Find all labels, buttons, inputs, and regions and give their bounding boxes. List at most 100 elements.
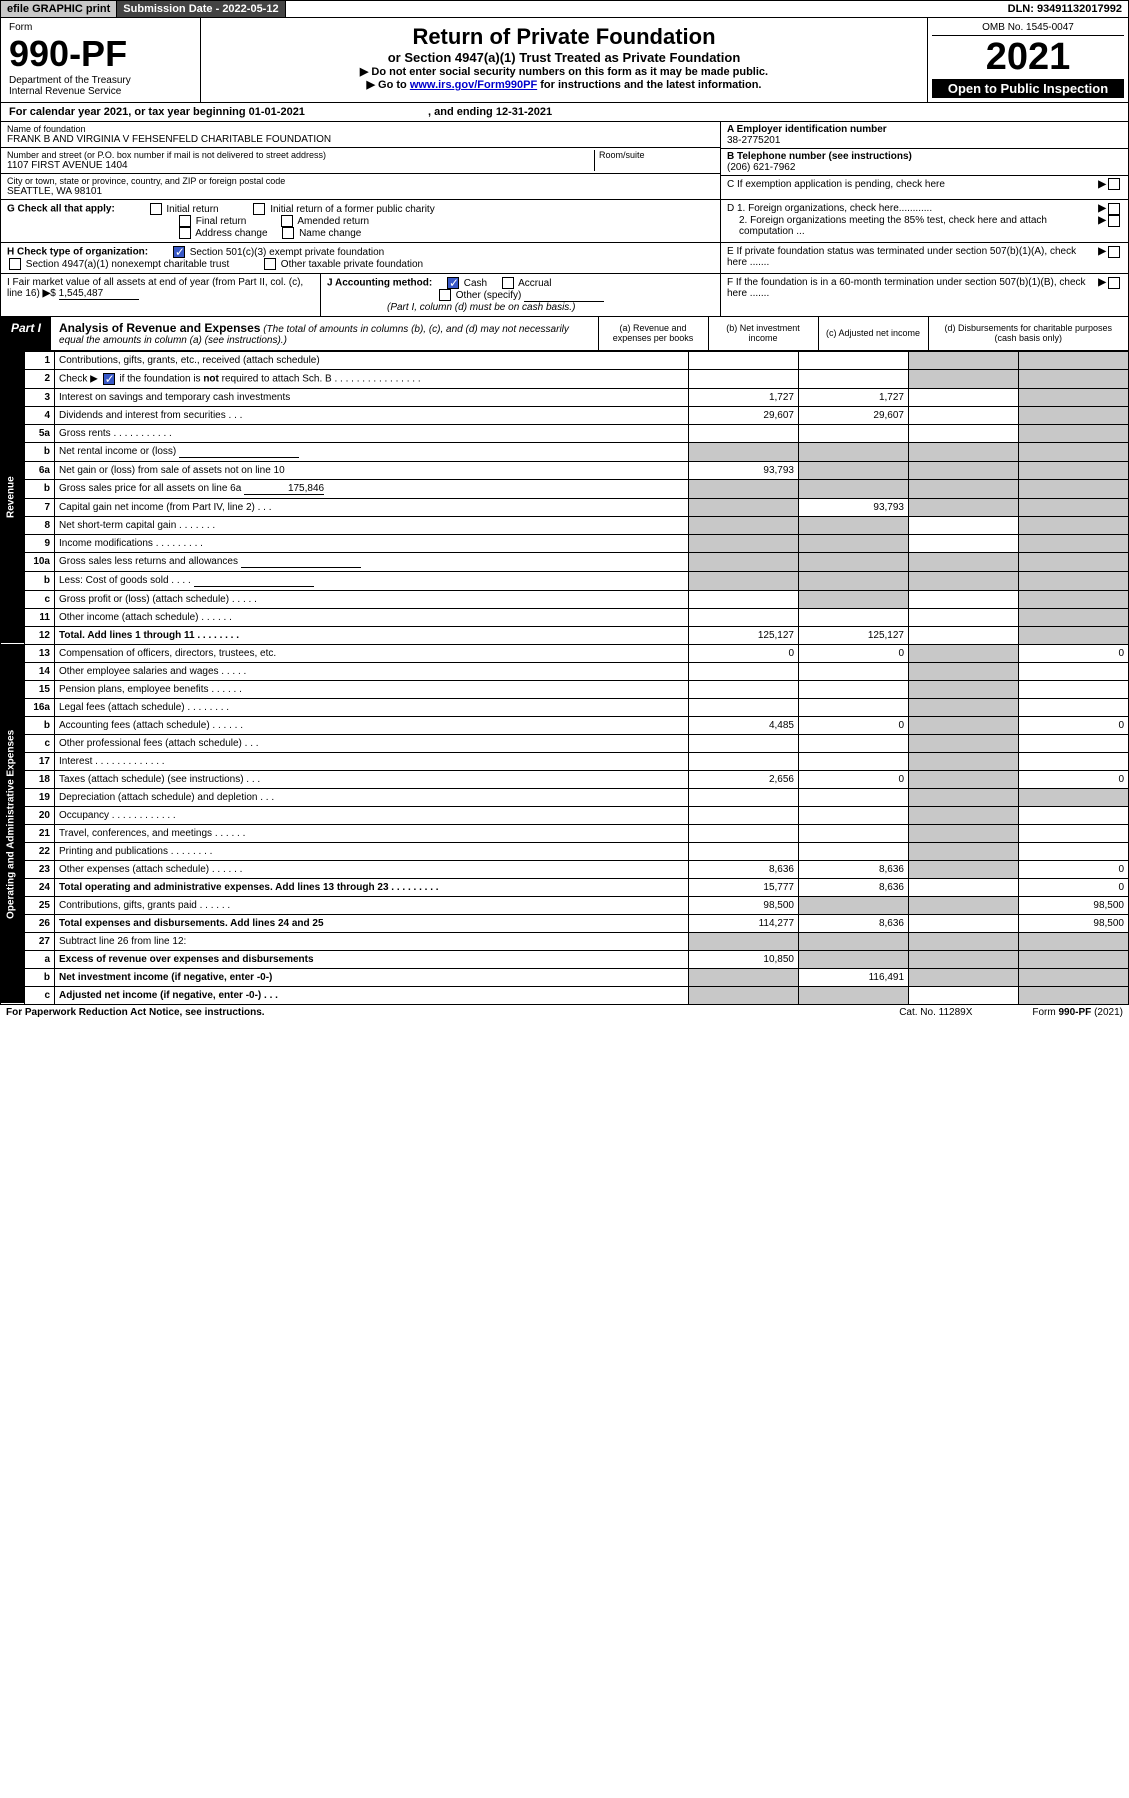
cell-shaded bbox=[689, 968, 799, 986]
cell-amount bbox=[689, 806, 799, 824]
cell-amount bbox=[689, 680, 799, 698]
cell-shaded bbox=[799, 896, 909, 914]
col-a-header: (a) Revenue and expenses per books bbox=[598, 317, 708, 350]
cell-amount bbox=[799, 824, 909, 842]
line-description: Total operating and administrative expen… bbox=[55, 878, 689, 896]
cell-amount: 0 bbox=[1019, 716, 1129, 734]
h-4947-checkbox[interactable] bbox=[9, 258, 21, 270]
line-description: Interest on savings and temporary cash i… bbox=[55, 388, 689, 406]
line-description: Printing and publications . . . . . . . … bbox=[55, 842, 689, 860]
cell-shaded bbox=[689, 516, 799, 534]
g-initial-public-checkbox[interactable] bbox=[253, 203, 265, 215]
line-number: 10a bbox=[25, 552, 55, 571]
cell-amount bbox=[1019, 734, 1129, 752]
line-description: Other income (attach schedule) . . . . .… bbox=[55, 608, 689, 626]
cell-amount bbox=[909, 406, 1019, 424]
cell-amount bbox=[909, 608, 1019, 626]
form-subtitle: or Section 4947(a)(1) Trust Treated as P… bbox=[207, 50, 921, 65]
line-description: Income modifications . . . . . . . . . bbox=[55, 534, 689, 552]
line-number: b bbox=[25, 442, 55, 461]
g-name-change-checkbox[interactable] bbox=[282, 227, 294, 239]
cell-shaded bbox=[909, 716, 1019, 734]
line-description: Accounting fees (attach schedule) . . . … bbox=[55, 716, 689, 734]
h-other-taxable-checkbox[interactable] bbox=[264, 258, 276, 270]
submission-date: Submission Date - 2022-05-12 bbox=[117, 1, 285, 17]
cell-amount: 98,500 bbox=[1019, 896, 1129, 914]
d2-checkbox[interactable] bbox=[1108, 215, 1120, 227]
g-final-return-checkbox[interactable] bbox=[179, 215, 191, 227]
line-description: Legal fees (attach schedule) . . . . . .… bbox=[55, 698, 689, 716]
g-address-change-checkbox[interactable] bbox=[179, 227, 191, 239]
cell-shaded bbox=[799, 534, 909, 552]
cell-shaded bbox=[909, 369, 1019, 388]
efile-label[interactable]: efile GRAPHIC print bbox=[1, 1, 117, 17]
form-number: 990-PF bbox=[9, 33, 192, 75]
d2-label: 2. Foreign organizations meeting the 85%… bbox=[727, 215, 1098, 237]
line-number: 5a bbox=[25, 424, 55, 442]
line-number: 2 bbox=[25, 369, 55, 388]
instr-1: ▶ Do not enter social security numbers o… bbox=[207, 65, 921, 78]
arrow-icon: ▶ bbox=[1098, 179, 1106, 190]
cell-amount bbox=[799, 806, 909, 824]
j-accrual-checkbox[interactable] bbox=[502, 277, 514, 289]
cell-shaded bbox=[909, 752, 1019, 770]
line-number: 12 bbox=[25, 626, 55, 644]
g-amended-checkbox[interactable] bbox=[281, 215, 293, 227]
cell-amount bbox=[799, 424, 909, 442]
cell-amount: 4,485 bbox=[689, 716, 799, 734]
line-description: Total. Add lines 1 through 11 . . . . . … bbox=[55, 626, 689, 644]
line-description: Contributions, gifts, grants, etc., rece… bbox=[55, 351, 689, 369]
cell-shaded bbox=[909, 950, 1019, 968]
footer-mid: Cat. No. 11289X bbox=[899, 1007, 972, 1018]
sch-b-checkbox[interactable] bbox=[103, 373, 115, 385]
line-description: Travel, conferences, and meetings . . . … bbox=[55, 824, 689, 842]
cell-amount bbox=[909, 424, 1019, 442]
h-501c3-checkbox[interactable] bbox=[173, 246, 185, 258]
cell-amount bbox=[689, 369, 799, 388]
line-number: 8 bbox=[25, 516, 55, 534]
cell-shaded bbox=[689, 986, 799, 1004]
line-number: 23 bbox=[25, 860, 55, 878]
j-other-checkbox[interactable] bbox=[439, 289, 451, 301]
exemption-pending-label: C If exemption application is pending, c… bbox=[727, 179, 1098, 190]
line-description: Depreciation (attach schedule) and deple… bbox=[55, 788, 689, 806]
cell-amount: 1,727 bbox=[689, 388, 799, 406]
e-checkbox[interactable] bbox=[1108, 246, 1120, 258]
cell-shaded bbox=[799, 932, 909, 950]
line-description: Gross profit or (loss) (attach schedule)… bbox=[55, 590, 689, 608]
cell-shaded bbox=[909, 824, 1019, 842]
cell-amount bbox=[1019, 752, 1129, 770]
line-number: b bbox=[25, 571, 55, 590]
cell-shaded bbox=[909, 442, 1019, 461]
line-number: 11 bbox=[25, 608, 55, 626]
cell-shaded bbox=[1019, 626, 1129, 644]
cell-amount: 98,500 bbox=[689, 896, 799, 914]
ein-label: A Employer identification number bbox=[727, 124, 1122, 135]
cell-shaded bbox=[1019, 516, 1129, 534]
line-description: Net short-term capital gain . . . . . . … bbox=[55, 516, 689, 534]
cell-amount: 10,850 bbox=[689, 950, 799, 968]
j-cash-checkbox[interactable] bbox=[447, 277, 459, 289]
cell-amount: 8,636 bbox=[799, 860, 909, 878]
cell-amount bbox=[689, 351, 799, 369]
cell-amount bbox=[909, 626, 1019, 644]
line-number: 20 bbox=[25, 806, 55, 824]
cell-shaded bbox=[909, 806, 1019, 824]
cell-shaded bbox=[1019, 424, 1129, 442]
form-header: Form 990-PF Department of the Treasury I… bbox=[0, 18, 1129, 103]
cell-amount bbox=[689, 590, 799, 608]
cell-shaded bbox=[909, 842, 1019, 860]
street-address: 1107 FIRST AVENUE 1404 bbox=[7, 160, 594, 171]
cell-amount bbox=[799, 351, 909, 369]
line-description: Occupancy . . . . . . . . . . . . bbox=[55, 806, 689, 824]
cell-shaded bbox=[799, 571, 909, 590]
line-number: 21 bbox=[25, 824, 55, 842]
cell-amount bbox=[799, 734, 909, 752]
g-initial-return-checkbox[interactable] bbox=[150, 203, 162, 215]
exemption-checkbox[interactable] bbox=[1108, 178, 1120, 190]
cell-amount bbox=[689, 608, 799, 626]
irs-link[interactable]: www.irs.gov/Form990PF bbox=[410, 79, 537, 91]
top-bar: efile GRAPHIC print Submission Date - 20… bbox=[0, 0, 1129, 18]
d1-checkbox[interactable] bbox=[1108, 203, 1120, 215]
f-checkbox[interactable] bbox=[1108, 277, 1120, 289]
